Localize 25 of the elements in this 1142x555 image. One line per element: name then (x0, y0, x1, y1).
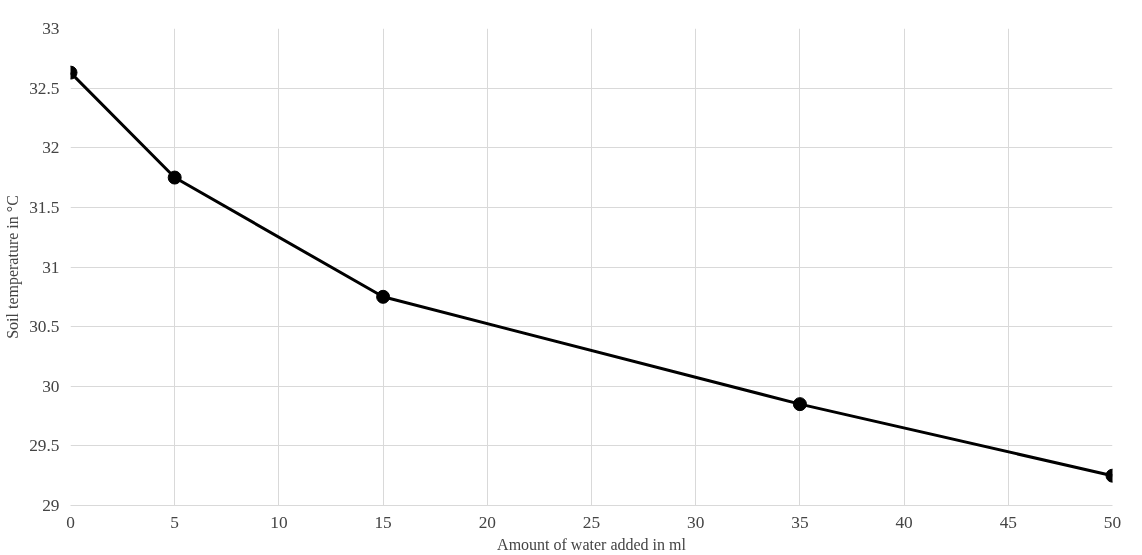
x-tick-label: 45 (999, 512, 1017, 532)
x-tick-label: 35 (791, 512, 809, 532)
y-axis-title: Soil temperature in °C (4, 195, 23, 339)
point (167, 170, 182, 185)
x-tick-label: 0 (66, 512, 75, 532)
y-tick-label: 32.5 (29, 78, 60, 98)
y-tick-label: 31.5 (29, 197, 60, 217)
x-tick-label: 30 (687, 512, 705, 532)
y-tick-label: 29.5 (29, 436, 60, 456)
y-tick-label: 33 (42, 19, 60, 38)
y-tick-label: 30 (42, 376, 60, 396)
x-tick-label: 50 (1103, 512, 1122, 532)
y-tick-label: 29 (42, 496, 60, 515)
x-tick-label: 25 (582, 512, 601, 532)
point (792, 397, 807, 412)
x-axis-title: Amount of water added in ml (497, 535, 687, 553)
x-tick-label: 10 (270, 512, 288, 532)
y-tick-label: 31 (42, 257, 60, 277)
y-tick-label: 32 (42, 138, 60, 158)
y-tick-label: 30.5 (29, 317, 60, 337)
x-tick-label: 5 (170, 512, 180, 532)
x-tick-label: 40 (895, 512, 913, 532)
x-tick-label: 20 (478, 512, 496, 532)
x-tick-label: 15 (374, 512, 392, 532)
point (376, 289, 391, 304)
